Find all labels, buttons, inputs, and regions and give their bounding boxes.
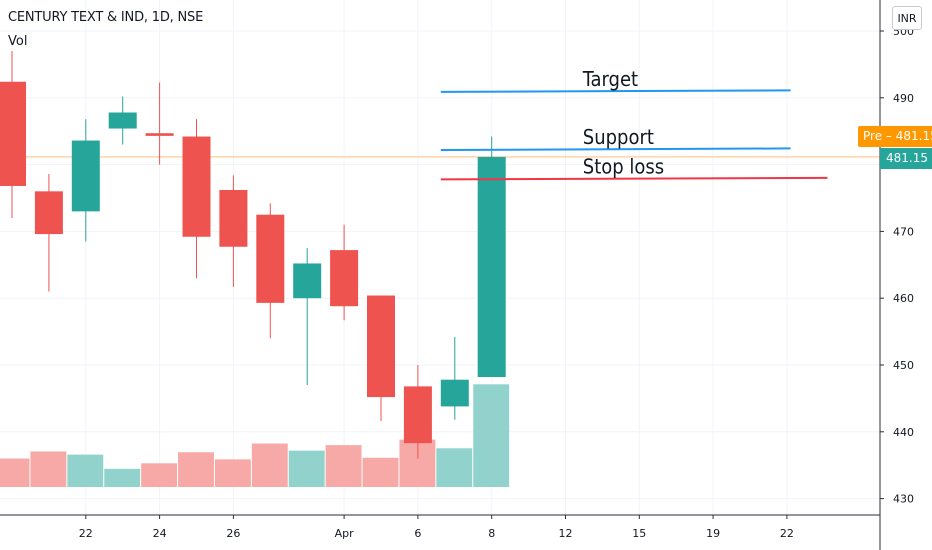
price-scale-background <box>880 0 932 550</box>
x-tick-label: 8 <box>488 527 495 540</box>
candle-body <box>182 136 211 237</box>
volume-bar <box>251 443 288 487</box>
candlesticks[interactable] <box>0 51 506 459</box>
candle-body <box>0 81 26 186</box>
symbol-title[interactable]: CENTURY TEXT & IND, 1D, NSE <box>8 10 204 25</box>
volume-bars <box>0 384 510 487</box>
candle-body <box>440 379 469 407</box>
annotation-line <box>440 147 791 152</box>
candle-body <box>403 386 432 444</box>
annotation-label: Stop loss <box>583 155 664 179</box>
volume-bar <box>325 445 362 487</box>
volume-bar <box>141 463 178 487</box>
candle-body <box>293 263 322 299</box>
candle-body <box>256 214 285 303</box>
drawing-annotations[interactable]: Target Support Stop loss <box>440 67 828 181</box>
candle-body <box>108 112 137 129</box>
candle-body <box>219 189 248 247</box>
x-tick-label: 12 <box>559 527 573 540</box>
volume-bar <box>0 458 30 487</box>
volume-bar <box>178 452 214 487</box>
volume-bar <box>67 454 104 487</box>
volume-bar <box>288 450 325 487</box>
annotation-line <box>440 176 828 181</box>
volume-bar <box>214 459 251 487</box>
volume-bar <box>436 448 473 487</box>
grid-lines <box>0 0 880 515</box>
candle-body <box>477 156 506 378</box>
y-tick-label: 450 <box>893 359 914 372</box>
annotation-label: Support <box>583 125 654 149</box>
last-price-badge: 481.15 <box>880 148 932 169</box>
volume-bar <box>362 457 399 487</box>
volume-bar <box>473 384 510 487</box>
annotation-line <box>440 89 791 93</box>
volume-bar <box>30 451 67 487</box>
x-tick-label: 6 <box>414 527 421 540</box>
x-tick-label: 22 <box>79 527 93 540</box>
pre-market-value: 481.15 <box>895 129 932 143</box>
x-tick-label: 22 <box>780 527 794 540</box>
y-tick-label: 470 <box>893 225 914 238</box>
candle-body <box>367 295 395 398</box>
currency-selector[interactable]: INR <box>892 6 922 30</box>
x-tick-label: 24 <box>153 527 167 540</box>
annotation-label: Target <box>582 67 638 91</box>
pre-market-price-badge: Pre – 481.15 <box>858 126 932 147</box>
volume-indicator-label[interactable]: Vol <box>8 34 28 49</box>
candle-body <box>330 250 359 307</box>
x-tick-label: 15 <box>632 527 646 540</box>
y-tick-label: 440 <box>893 426 914 439</box>
x-tick-label: 19 <box>706 527 720 540</box>
candle-body <box>71 140 100 212</box>
volume-bar <box>104 468 141 487</box>
pre-market-label: Pre <box>863 129 883 143</box>
candle-body <box>145 133 174 136</box>
candle-body <box>34 191 63 235</box>
pre-market-separator: – <box>882 129 896 143</box>
y-tick-label: 430 <box>893 493 914 506</box>
x-tick-label: Apr <box>335 527 355 540</box>
y-tick-label: 460 <box>893 292 914 305</box>
x-tick-label: 26 <box>226 527 240 540</box>
y-tick-label: 490 <box>893 92 914 105</box>
